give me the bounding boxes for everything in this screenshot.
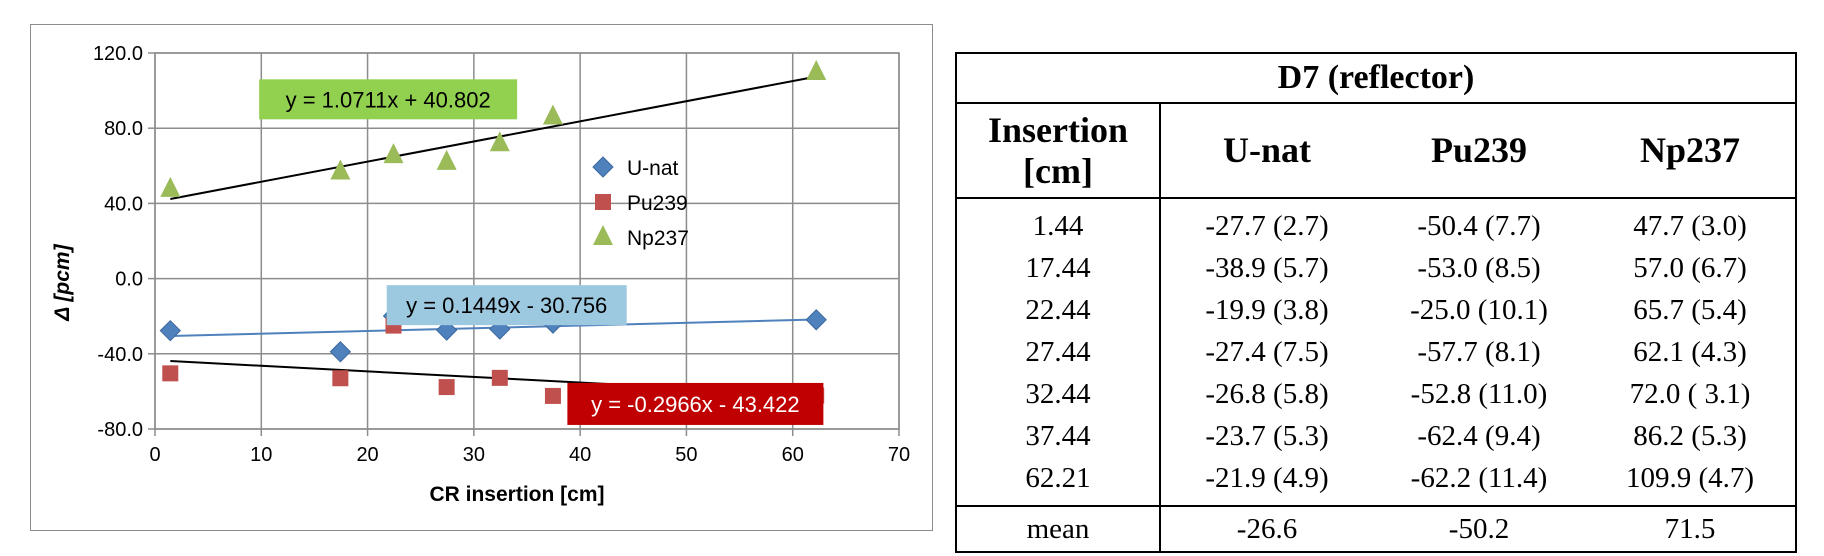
table-cell: -26.8 (5.8) — [1205, 377, 1329, 410]
mean-label: mean — [956, 505, 1161, 552]
data-point-pu239 — [438, 379, 455, 396]
data-point-u-nat — [805, 309, 827, 331]
data-point-pu239 — [544, 387, 561, 404]
y-tick-label: -80.0 — [97, 419, 143, 441]
table-title: D7 (reflector) — [956, 53, 1796, 104]
y-tick-label: 80.0 — [104, 118, 143, 140]
data-point-np237 — [489, 131, 510, 152]
table-cell: 57.0 (6.7) — [1633, 251, 1747, 284]
data-point-np237 — [330, 159, 351, 180]
scatter-chart: -80.0 -40.0 0.0 40.0 80.0 120.0 0 10 20 30 40 50 60 7… — [51, 43, 910, 506]
legend-marker-pu239 — [595, 194, 611, 210]
table-cell: -62.4 (9.4) — [1417, 419, 1541, 452]
results-table: D7 (reflector) Insertion [cm] U-nat Pu23… — [955, 52, 1797, 553]
trendline-equation: y = 1.0711x + 40.802 — [286, 87, 491, 112]
trendline-equation: y = -0.2966x - 43.422 — [591, 392, 800, 417]
table-row: 17.44 -38.9 (5.7) -53.0 (8.5) 57.0 (6.7) — [956, 247, 1796, 289]
table-cell: -53.0 (8.5) — [1417, 251, 1541, 284]
table-cell: 27.44 — [956, 331, 1161, 373]
data-point-np237 — [542, 104, 563, 125]
data-point-np237 — [160, 176, 181, 197]
table-cell: 86.2 (5.3) — [1633, 419, 1747, 452]
table-cell: -62.2 (11.4) — [1410, 461, 1548, 494]
x-tick-label: 0 — [149, 444, 160, 466]
x-axis-title: CR insertion [cm] — [429, 483, 604, 506]
header-u-nat: U-nat — [1160, 103, 1373, 199]
trendline-np237 — [170, 75, 817, 200]
table-cell: -23.7 (5.3) — [1205, 419, 1329, 452]
y-tick-label: 0.0 — [115, 269, 143, 291]
table-row: 32.44 -26.8 (5.8) -52.8 (11.0) 72.0 ( 3.1) — [956, 373, 1796, 415]
legend-marker-u-nat — [592, 156, 614, 178]
y-tick-label: 40.0 — [104, 193, 143, 215]
data-point-np237 — [436, 149, 457, 170]
mean-value: 71.5 — [1585, 505, 1796, 552]
table-cell: -50.4 (7.7) — [1417, 209, 1541, 242]
table-cell: 32.44 — [956, 373, 1161, 415]
table-cell: 72.0 ( 3.1) — [1629, 377, 1751, 410]
x-tick-label: 70 — [888, 444, 910, 466]
table-cell: -21.9 (4.9) — [1205, 461, 1329, 494]
table-cell: 62.1 (4.3) — [1633, 335, 1747, 368]
x-tick-label: 10 — [250, 444, 272, 466]
data-point-pu239 — [491, 369, 508, 386]
chart-panel: -80.0 -40.0 0.0 40.0 80.0 120.0 0 10 20 30 40 50 60 7… — [30, 24, 933, 531]
table-cell: 37.44 — [956, 415, 1161, 457]
x-tick-label: 50 — [675, 444, 697, 466]
trendline-equation: y = 0.1449x - 30.756 — [406, 293, 607, 318]
trendline-equation-box — [259, 79, 518, 120]
table-cell: 1.44 — [956, 198, 1161, 247]
header-pu239: Pu239 — [1373, 103, 1585, 199]
y-tick-label: -40.0 — [97, 344, 143, 366]
data-point-u-nat — [159, 319, 182, 342]
table-cell: -57.7 (8.1) — [1417, 335, 1541, 368]
x-tick-label: 60 — [782, 444, 804, 466]
legend-label: Pu239 — [627, 192, 688, 215]
table-cell: -27.7 (2.7) — [1205, 209, 1329, 242]
mean-value: -50.2 — [1373, 505, 1585, 552]
x-tick-label: 40 — [569, 444, 591, 466]
x-tick-label: 30 — [463, 444, 485, 466]
trendline-equation-box — [386, 285, 627, 326]
header-np237: Np237 — [1585, 103, 1796, 199]
y-axis-title: Δ [pcm] — [51, 243, 74, 321]
table-cell: 65.7 (5.4) — [1633, 293, 1747, 326]
table-row: 22.44 -19.9 (3.8) -25.0 (10.1) 65.7 (5.4) — [956, 289, 1796, 331]
mean-row: mean -26.6 -50.2 71.5 — [956, 505, 1796, 552]
data-point-u-nat — [329, 341, 352, 363]
table-cell: -25.0 (10.1) — [1410, 293, 1548, 326]
table-cell: 22.44 — [956, 289, 1161, 331]
table-cell: -19.9 (3.8) — [1205, 293, 1329, 326]
legend-marker-np237 — [593, 225, 613, 245]
table-cell: 62.21 — [956, 457, 1161, 506]
table-cell: 47.7 (3.0) — [1633, 209, 1747, 242]
results-table-container: D7 (reflector) Insertion [cm] U-nat Pu23… — [955, 52, 1797, 553]
table-cell: -27.4 (7.5) — [1205, 335, 1329, 368]
table-cell: 109.9 (4.7) — [1625, 461, 1755, 494]
table-row: 27.44 -27.4 (7.5) -57.7 (8.1) 62.1 (4.3) — [956, 331, 1796, 373]
x-tick-label: 20 — [356, 444, 378, 466]
data-point-pu239 — [332, 370, 349, 387]
table-cell: -52.8 (11.0) — [1410, 377, 1548, 410]
data-point-pu239 — [162, 365, 179, 382]
table-row: 62.21 -21.9 (4.9) -62.2 (11.4) 109.9 (4.7) — [956, 457, 1796, 506]
table-cell: 17.44 — [956, 247, 1161, 289]
data-point-np237 — [806, 59, 827, 80]
mean-value: -26.6 — [1160, 505, 1373, 552]
table-row: 37.44 -23.7 (5.3) -62.4 (9.4) 86.2 (5.3) — [956, 415, 1796, 457]
y-tick-label: 120.0 — [93, 43, 143, 65]
data-point-np237 — [383, 143, 404, 164]
table-row: 1.44 -27.7 (2.7) -50.4 (7.7) 47.7 (3.0) — [956, 198, 1796, 247]
legend-label: Np237 — [627, 227, 689, 250]
legend-label: U-nat — [627, 157, 679, 180]
table-cell: -38.9 (5.7) — [1205, 251, 1329, 284]
trendline-equation-box — [567, 382, 824, 425]
header-insertion: Insertion [cm] — [956, 103, 1161, 199]
